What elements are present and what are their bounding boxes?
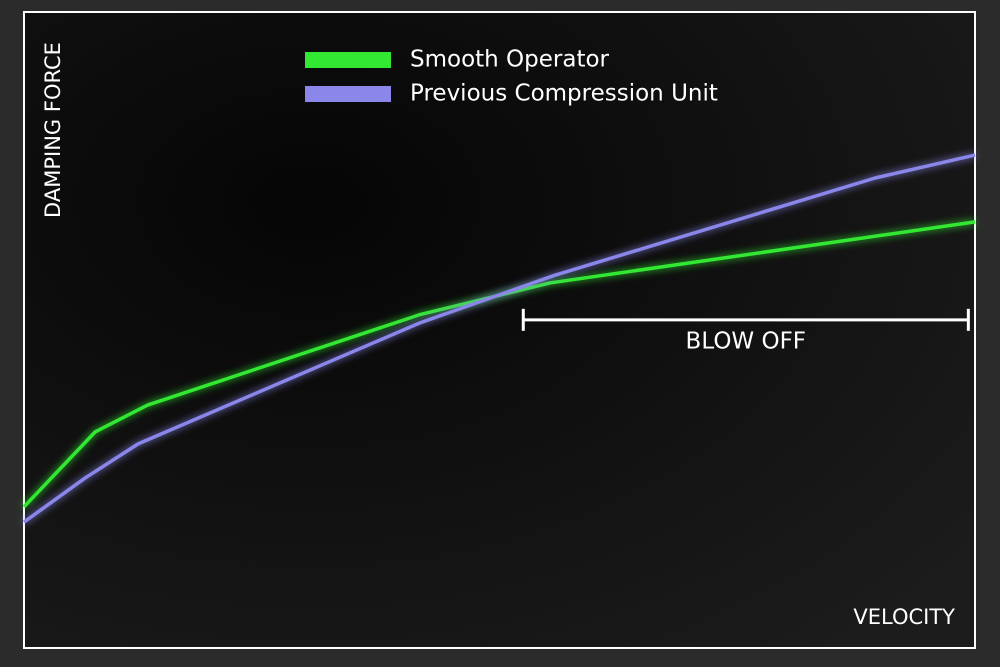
series-line [22,153,976,524]
y-axis-label: DAMPING FORCE [41,42,65,218]
annotation-label: BLOW OFF [686,328,807,354]
x-axis-label: VELOCITY [853,605,955,629]
legend-label: Previous Compression Unit [410,81,718,107]
plot-frame [23,11,976,649]
legend-swatch [305,86,391,102]
legend-label: Smooth Operator [410,47,610,73]
legend-swatch [305,52,391,68]
series-line [22,220,976,509]
